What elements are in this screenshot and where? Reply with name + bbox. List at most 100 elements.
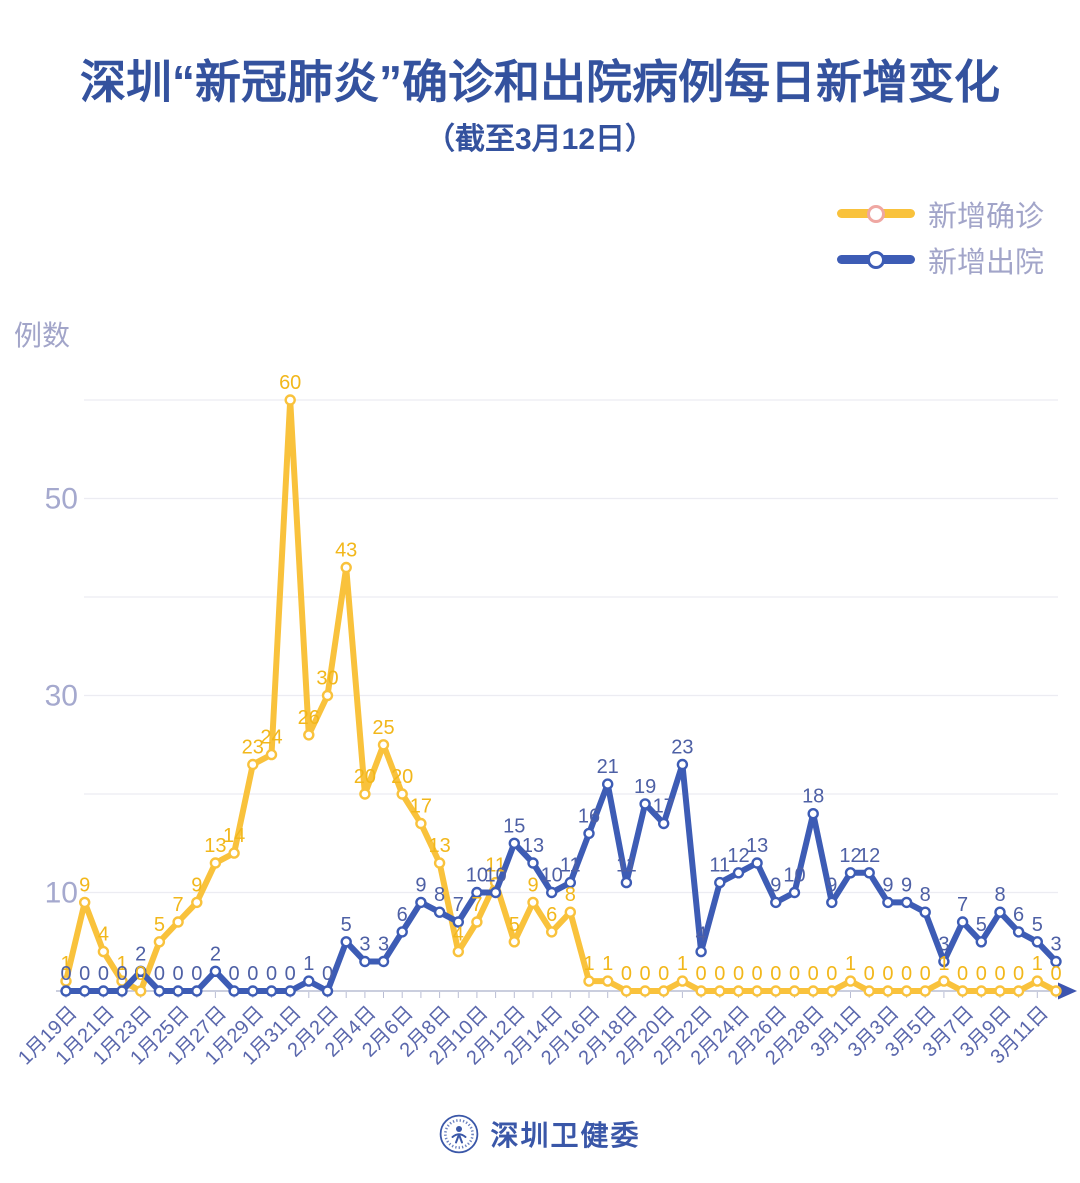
data-point-marker[interactable] [452,945,464,958]
data-point-marker[interactable] [919,906,931,918]
data-point-marker[interactable] [1050,985,1062,997]
data-point-marker[interactable] [620,876,633,889]
data-point-marker[interactable] [396,926,408,938]
data-point-marker[interactable] [658,985,670,997]
data-point-marker[interactable] [172,985,184,997]
data-point-marker[interactable] [676,975,689,987]
data-point-marker[interactable] [751,985,763,997]
data-point-marker[interactable] [172,916,184,928]
data-point-marker[interactable] [583,827,595,840]
data-point-marker[interactable] [1050,955,1062,968]
data-point-marker[interactable] [489,886,502,899]
data-point-marker[interactable] [321,689,334,702]
data-point-marker[interactable] [583,975,595,987]
data-point-marker[interactable] [247,985,259,997]
data-point-marker[interactable] [938,975,950,987]
data-point-marker[interactable] [807,808,819,820]
data-point-marker[interactable] [751,857,763,869]
data-point-marker[interactable] [658,817,670,830]
data-point-marker[interactable] [882,985,894,997]
legend-item-confirmed[interactable]: 新增确诊 [836,197,1044,233]
data-point-marker[interactable] [975,936,987,948]
data-point-marker[interactable] [527,857,539,869]
data-point-marker[interactable] [265,748,278,761]
data-point-marker[interactable] [770,896,782,909]
data-point-marker[interactable] [153,936,166,948]
data-point-marker[interactable] [1031,936,1044,948]
data-point-marker[interactable] [78,985,91,997]
data-point-marker[interactable] [97,985,110,997]
data-point-marker[interactable] [471,886,483,899]
data-point-marker[interactable] [732,985,745,997]
data-point-marker[interactable] [209,857,222,869]
data-point-marker[interactable] [284,985,296,997]
data-point-marker[interactable] [956,916,969,928]
data-point-marker[interactable] [60,985,72,997]
data-point-marker[interactable] [1012,926,1025,938]
data-point-marker[interactable] [191,896,203,909]
data-point-marker[interactable] [882,896,894,909]
data-point-marker[interactable] [527,896,539,909]
data-point-marker[interactable] [359,788,371,800]
legend-item-discharged[interactable]: 新增出院 [836,243,1044,279]
data-point-marker[interactable] [265,985,278,997]
data-point-marker[interactable] [602,778,614,790]
data-point-marker[interactable] [714,985,726,997]
data-point-marker[interactable] [788,886,801,899]
data-point-marker[interactable] [284,394,296,406]
data-point-marker[interactable] [134,985,147,997]
data-point-marker[interactable] [134,965,147,977]
data-point-marker[interactable] [602,975,614,987]
data-point-marker[interactable] [116,985,128,997]
data-point-marker[interactable] [826,896,838,909]
data-point-marker[interactable] [994,985,1006,997]
data-point-marker[interactable] [564,906,576,918]
data-point-marker[interactable] [471,916,483,928]
data-point-marker[interactable] [415,896,427,909]
data-point-marker[interactable] [788,985,801,997]
data-point-marker[interactable] [303,975,315,987]
data-point-marker[interactable] [844,867,857,879]
data-point-marker[interactable] [340,561,352,574]
data-point-marker[interactable] [321,985,334,997]
data-point-marker[interactable] [826,985,838,997]
data-point-marker[interactable] [919,985,931,997]
data-point-marker[interactable] [209,965,222,977]
data-point-marker[interactable] [900,896,913,909]
data-point-marker[interactable] [433,857,446,869]
data-point-marker[interactable] [508,837,520,849]
data-point-marker[interactable] [247,758,259,771]
data-point-marker[interactable] [844,975,857,987]
data-point-marker[interactable] [546,886,558,899]
data-point-marker[interactable] [1012,985,1025,997]
data-point-marker[interactable] [714,876,726,889]
data-point-marker[interactable] [938,955,950,968]
data-point-marker[interactable] [340,936,352,948]
data-point-marker[interactable] [956,985,969,997]
data-point-marker[interactable] [228,847,240,859]
data-point-marker[interactable] [639,798,651,810]
data-point-marker[interactable] [359,955,371,968]
data-point-marker[interactable] [863,867,875,879]
data-point-marker[interactable] [994,906,1006,918]
data-point-marker[interactable] [639,985,651,997]
data-point-marker[interactable] [433,906,446,918]
data-point-marker[interactable] [546,926,558,938]
data-point-marker[interactable] [191,985,203,997]
data-point-marker[interactable] [303,729,315,741]
data-point-marker[interactable] [452,916,464,928]
data-point-marker[interactable] [564,876,576,889]
data-point-marker[interactable] [153,985,166,997]
data-point-marker[interactable] [900,985,913,997]
data-point-marker[interactable] [676,758,689,771]
data-point-marker[interactable] [377,739,390,751]
data-point-marker[interactable] [770,985,782,997]
data-point-marker[interactable] [695,985,707,997]
data-point-marker[interactable] [377,955,390,968]
data-point-marker[interactable] [1031,975,1044,987]
series-discharged[interactable] [60,758,1062,997]
data-point-marker[interactable] [97,945,110,958]
data-point-marker[interactable] [807,985,819,997]
data-point-marker[interactable] [863,985,875,997]
